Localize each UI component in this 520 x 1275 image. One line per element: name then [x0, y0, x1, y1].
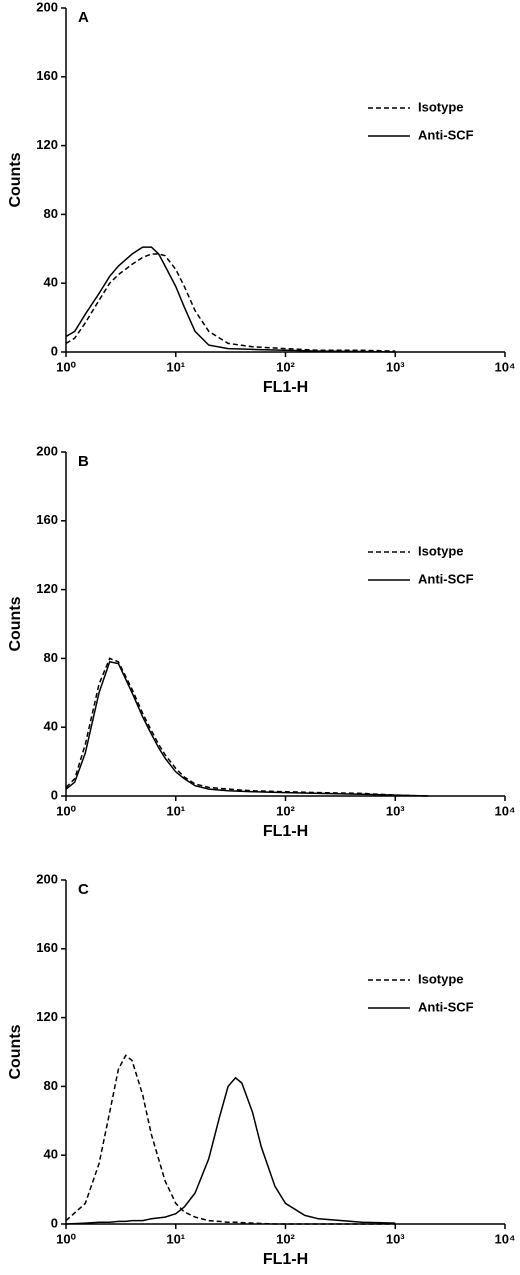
x-tick-label: 10⁴	[495, 359, 516, 374]
y-tick-label: 0	[51, 1215, 58, 1230]
y-axis-label: Counts	[7, 596, 24, 651]
x-tick-label: 10²	[276, 359, 295, 374]
y-tick-label: 40	[44, 1147, 58, 1162]
x-tick-label: 10³	[386, 1231, 405, 1246]
x-tick-label: 10⁰	[56, 803, 76, 818]
x-tick-label: 10⁴	[495, 803, 516, 818]
x-tick-label: 10⁰	[56, 1231, 76, 1246]
x-tick-label: 10¹	[166, 803, 185, 818]
y-tick-label: 40	[44, 275, 58, 290]
series-line	[65, 1076, 396, 1225]
x-tick-label: 10⁰	[56, 359, 76, 374]
y-tick-label: 40	[44, 719, 58, 734]
y-tick-label: 80	[44, 650, 58, 665]
y-tick-label: 0	[51, 787, 58, 802]
series-line	[65, 1054, 396, 1225]
series-line	[65, 657, 429, 797]
y-axis-label: Counts	[7, 1024, 24, 1079]
panel-label: A	[78, 9, 89, 26]
y-tick-label: 120	[36, 1009, 58, 1024]
x-axis-label: FL1-H	[263, 379, 308, 396]
x-axis-label: FL1-H	[263, 1251, 308, 1268]
legend-label: Anti-SCF	[418, 999, 474, 1014]
legend-label: Anti-SCF	[418, 127, 474, 142]
legend-label: Isotype	[418, 99, 464, 114]
x-tick-label: 10³	[386, 359, 405, 374]
legend-label: Isotype	[418, 971, 464, 986]
y-tick-label: 200	[36, 0, 58, 14]
x-tick-label: 10¹	[166, 1231, 185, 1246]
y-tick-label: 160	[36, 940, 58, 955]
series-line	[65, 253, 396, 352]
x-tick-label: 10³	[386, 803, 405, 818]
legend-label: Isotype	[418, 543, 464, 558]
y-tick-label: 160	[36, 512, 58, 527]
y-tick-label: 200	[36, 871, 58, 886]
x-tick-label: 10²	[276, 1231, 295, 1246]
y-tick-label: 80	[44, 206, 58, 221]
y-tick-label: 120	[36, 137, 58, 152]
y-tick-label: 120	[36, 581, 58, 596]
series-line	[65, 660, 429, 797]
x-axis-label: FL1-H	[263, 823, 308, 840]
y-tick-label: 160	[36, 68, 58, 83]
panel-label: B	[78, 453, 89, 470]
y-tick-label: 80	[44, 1078, 58, 1093]
y-axis-label: Counts	[7, 152, 24, 207]
y-tick-label: 200	[36, 443, 58, 458]
x-tick-label: 10²	[276, 803, 295, 818]
x-tick-label: 10¹	[166, 359, 185, 374]
panel-label: C	[78, 881, 89, 898]
series-line	[65, 246, 396, 353]
x-tick-label: 10⁴	[495, 1231, 516, 1246]
y-tick-label: 0	[51, 343, 58, 358]
legend-label: Anti-SCF	[418, 571, 474, 586]
